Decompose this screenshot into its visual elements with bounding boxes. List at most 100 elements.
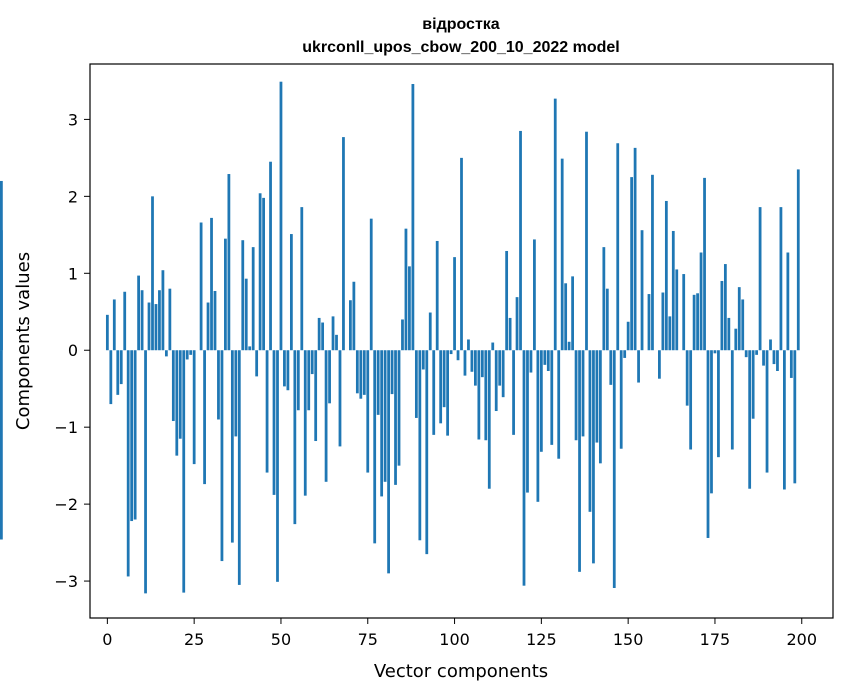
bar-118: [515, 297, 519, 351]
bar-48: [272, 350, 276, 495]
bar-97: [442, 350, 446, 408]
bar-3: [116, 350, 120, 395]
bar-146: [612, 350, 616, 588]
chart-title: відростка: [422, 16, 500, 33]
bar-182: [737, 287, 741, 351]
bar-152: [633, 147, 637, 351]
bar-103: [463, 350, 467, 376]
bar-79: [380, 350, 384, 497]
bar-7: [130, 350, 134, 522]
bar-34: [224, 238, 227, 351]
bar-88: [411, 84, 415, 351]
bar-143: [602, 247, 606, 351]
bar-104: [467, 339, 470, 351]
bar-91: [421, 350, 425, 370]
x-tick-label: 175: [700, 630, 731, 649]
bar-42: [251, 247, 255, 351]
bar-186: [751, 350, 755, 419]
bar-196: [786, 252, 790, 351]
bar-70: [349, 300, 352, 351]
bar-32: [217, 350, 220, 420]
bar-39: [241, 240, 245, 351]
y-tick-label: 2: [68, 187, 78, 206]
bar-80: [383, 350, 387, 482]
bar-71: [352, 281, 356, 351]
bar-137: [581, 350, 585, 437]
bar-183: [741, 299, 745, 351]
bar-156: [647, 294, 651, 351]
bar-195: [783, 350, 786, 490]
y-tick-label: 1: [68, 264, 78, 283]
bar-58: [307, 350, 311, 411]
y-tick-label: 3: [68, 110, 78, 129]
bar-187: [755, 350, 759, 355]
bar-82: [390, 350, 394, 395]
bar-162: [668, 316, 672, 351]
x-axis-ticks: 0 25 50 75 100 125 150 175 200: [102, 618, 817, 649]
bar-59: [310, 350, 314, 375]
bar-154: [640, 230, 644, 351]
bar-31: [213, 290, 217, 351]
bar-128: [550, 350, 554, 445]
bar-52: [286, 350, 290, 391]
bar-25: [192, 350, 196, 465]
bar-64: [328, 350, 331, 404]
bar-55: [296, 350, 300, 411]
bar-15: [158, 290, 161, 351]
bar-107: [477, 350, 481, 440]
bar-93: [428, 312, 432, 351]
bar-188: [758, 207, 762, 351]
bar-0: [105, 314, 109, 351]
bar-190: [765, 350, 769, 473]
bar-12: [147, 302, 151, 351]
bar-131: [560, 158, 564, 351]
x-tick-label: 75: [358, 630, 378, 649]
bar-101: [456, 350, 460, 361]
bar-110: [487, 350, 491, 489]
bar-169: [692, 294, 696, 351]
bar-122: [529, 350, 533, 373]
bar-23: [185, 350, 189, 360]
x-tick-label: 50: [271, 630, 291, 649]
bar-151: [630, 177, 634, 351]
bar-81: [387, 350, 390, 574]
bar-61: [317, 317, 321, 351]
bar-11: [144, 350, 147, 594]
bar-166: [682, 274, 686, 351]
y-axis-ticks: −3 −2 −1 0 1 2 3: [54, 110, 90, 591]
bar-139: [588, 350, 592, 512]
bar-44: [258, 193, 262, 351]
bar-21: [178, 350, 182, 439]
bar-78: [376, 350, 380, 415]
bar-36: [230, 350, 234, 543]
x-tick-label: 25: [184, 630, 204, 649]
bar-10: [140, 290, 144, 351]
bar-106: [474, 350, 477, 386]
y-tick-label: −2: [54, 495, 78, 514]
bar-164: [675, 269, 679, 351]
bar-56: [300, 207, 304, 351]
bar-29: [206, 302, 210, 351]
bar-5: [123, 291, 127, 351]
plot-frame: [89, 63, 834, 619]
bar-72: [355, 350, 359, 394]
x-tick-label: 200: [786, 630, 817, 649]
bar-193: [776, 350, 779, 371]
bar-51: [283, 350, 286, 387]
bar-163: [671, 230, 675, 351]
bar-8: [133, 350, 137, 520]
bar-173: [706, 350, 710, 538]
bar-160: [661, 292, 665, 351]
bar-14: [154, 304, 158, 351]
bar-9: [137, 275, 140, 351]
bar-77: [373, 350, 377, 544]
bar-135: [574, 350, 578, 441]
bar-157: [651, 174, 654, 351]
bar-undefined: [0, 230, 3, 351]
bar-105: [470, 350, 474, 372]
bar-46: [265, 350, 269, 473]
y-tick-label: −3: [54, 572, 78, 591]
bar-96: [439, 350, 443, 424]
